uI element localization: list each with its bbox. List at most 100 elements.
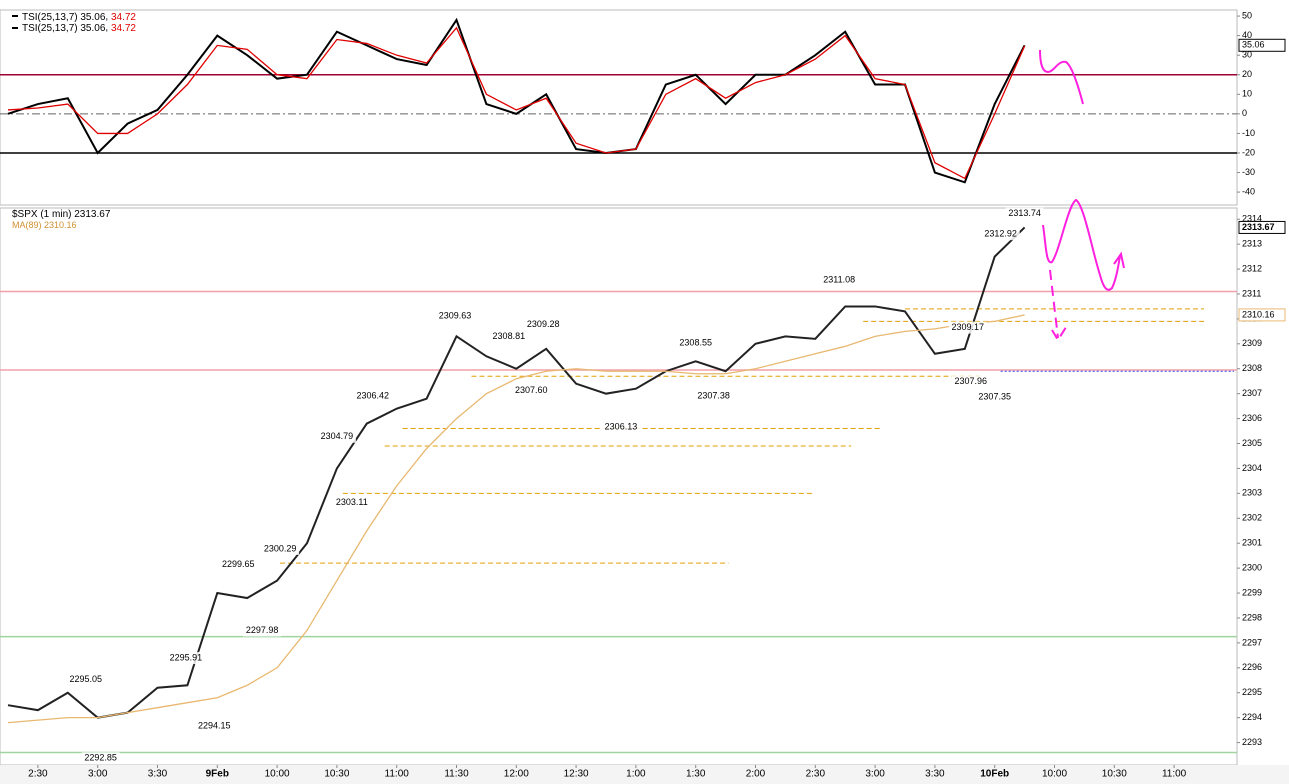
x-tick-label: 1:00	[626, 769, 646, 780]
legend-tsi: TSI(25,13,7) 35.06, 34.72 TSI(25,13,7) 3…	[12, 12, 136, 34]
y-tick-label: 0	[1242, 108, 1247, 118]
annotation: 2297.98	[246, 625, 279, 635]
x-tick-label: 3:30	[925, 769, 945, 780]
annotation: 2308.81	[493, 331, 526, 341]
x-tick-label: 11:00	[385, 769, 410, 780]
annotation-box	[676, 337, 715, 350]
x-tick-label: 12:00	[504, 769, 529, 780]
annotation-box	[489, 330, 528, 343]
y-tick-label: 2306	[1242, 413, 1262, 423]
annotation-box	[219, 558, 258, 571]
x-tick-label: 11:00	[1162, 769, 1187, 780]
annotation: 2306.42	[357, 390, 390, 400]
annotation-box	[261, 542, 300, 555]
y-tick-label: 40	[1242, 30, 1252, 40]
tsi-panel	[0, 9, 1238, 206]
annotation-box	[353, 390, 392, 403]
x-tick-label: 10:30	[324, 769, 349, 780]
y-tick-label: 2295	[1242, 687, 1262, 697]
y-tick-label: 2293	[1242, 737, 1262, 747]
annotation: 2307.60	[515, 385, 548, 395]
y-tick-label: -10	[1242, 128, 1255, 138]
x-axis-bar	[0, 765, 1289, 784]
x-tick-label: 2:30	[28, 769, 48, 780]
y-tick-label: 20	[1242, 69, 1252, 79]
y-tick-label: 2299	[1242, 587, 1262, 597]
legend-text: $SPX (1 min) 2313.67	[12, 209, 111, 220]
annotation-box	[512, 384, 551, 397]
annotation-box	[694, 390, 733, 403]
annotation-box	[981, 228, 1020, 241]
y-tick-label: 2303	[1242, 488, 1262, 498]
y-tick-label: 2300	[1242, 562, 1262, 572]
annotation: 2294.15	[198, 720, 231, 730]
annotation: 2307.35	[978, 391, 1011, 401]
legend-text: MA(89) 2310.16	[12, 220, 77, 230]
y-tick-label: 2301	[1242, 538, 1262, 548]
y-tick-label: 2298	[1242, 612, 1262, 622]
last-value: 35.06	[1242, 40, 1265, 50]
annotation-box	[601, 421, 640, 434]
annotation: 2307.96	[955, 376, 988, 386]
annotation-box	[195, 719, 234, 732]
annotation-box	[66, 673, 105, 686]
annotation-box	[948, 321, 987, 334]
annotation: 2295.05	[69, 674, 102, 684]
annotation-box	[436, 310, 475, 323]
y-tick-label: 2304	[1242, 463, 1262, 473]
annotation: 2292.85	[84, 753, 117, 763]
x-tick-label: 10:00	[1042, 769, 1067, 780]
annotation: 2309.28	[527, 319, 560, 329]
x-tick-label: 12:30	[564, 769, 589, 780]
x-tick-label: 3:00	[865, 769, 885, 780]
annotation: 2304.79	[321, 431, 354, 441]
annotation-box	[332, 496, 371, 509]
x-tick-label: 10:30	[1102, 769, 1127, 780]
y-tick-label: 10	[1242, 89, 1252, 99]
annotation-box	[317, 430, 356, 443]
y-tick-label: 2313	[1242, 239, 1262, 249]
y-tick-label: 2312	[1242, 263, 1262, 273]
x-tick-label: 3:00	[88, 769, 108, 780]
legend-price: $SPX (1 min) 2313.67 MA(89) 2310.16	[12, 209, 111, 231]
annotation-box	[975, 390, 1014, 403]
annotation: 2300.29	[264, 543, 297, 553]
x-tick-label: 1:30	[686, 769, 706, 780]
annotation-box	[81, 752, 120, 765]
y-tick-label: 2305	[1242, 438, 1262, 448]
y-tick-label: 30	[1242, 50, 1252, 60]
annotation: 2306.13	[605, 422, 638, 432]
arrow	[1049, 269, 1069, 342]
x-tick-label: 10:00	[265, 769, 290, 780]
annotation: 2312.92	[984, 229, 1017, 239]
y-tick-label: 2308	[1242, 363, 1262, 373]
series-line	[7, 26, 1026, 180]
annotation: 2308.55	[679, 337, 712, 347]
annotation: 2299.65	[222, 559, 255, 569]
legend-text: TSI(25,13,7) 35.06, 34.72	[22, 23, 136, 34]
annotation: 2295.91	[170, 652, 203, 662]
y-tick-label: 2309	[1242, 338, 1262, 348]
legend-swatch	[12, 15, 18, 17]
x-tick-label: 2:30	[806, 769, 826, 780]
y-tick-label: 2296	[1242, 662, 1262, 672]
y-tick-label: 2311	[1242, 288, 1261, 298]
hand-drawn-arrows	[1039, 49, 1125, 342]
annotation: 2307.38	[697, 391, 730, 401]
annotation-box	[166, 652, 205, 665]
last-value: 2313.67	[1242, 222, 1275, 232]
arrow	[1042, 198, 1125, 291]
legend-text: TSI(25,13,7) 35.06, 34.72	[22, 12, 136, 23]
x-tick-label: 3:30	[148, 769, 168, 780]
legend-swatch	[12, 27, 18, 29]
y-tick-label: -30	[1242, 167, 1255, 177]
last-value-box	[1238, 220, 1286, 234]
y-tick-label: 2314	[1242, 214, 1262, 224]
x-tick-label: 11:30	[444, 769, 469, 780]
annotation-box	[1005, 207, 1044, 220]
series-line	[7, 226, 1026, 719]
series-line	[7, 314, 1025, 724]
last-value-box	[1238, 308, 1286, 322]
annotation-box	[243, 624, 282, 637]
